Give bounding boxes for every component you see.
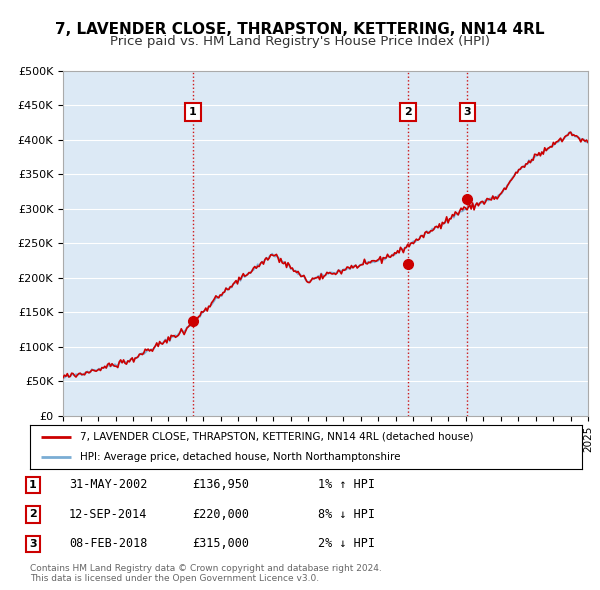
Text: Contains HM Land Registry data © Crown copyright and database right 2024.
This d: Contains HM Land Registry data © Crown c… <box>30 563 382 583</box>
Text: HPI: Average price, detached house, North Northamptonshire: HPI: Average price, detached house, Nort… <box>80 452 400 462</box>
Text: 1: 1 <box>189 107 197 117</box>
Text: £136,950: £136,950 <box>192 478 249 491</box>
Text: 08-FEB-2018: 08-FEB-2018 <box>69 537 148 550</box>
Text: 8% ↓ HPI: 8% ↓ HPI <box>318 508 375 521</box>
Text: 2: 2 <box>29 510 37 519</box>
Text: 7, LAVENDER CLOSE, THRAPSTON, KETTERING, NN14 4RL: 7, LAVENDER CLOSE, THRAPSTON, KETTERING,… <box>55 22 545 37</box>
Text: £315,000: £315,000 <box>192 537 249 550</box>
Text: 2% ↓ HPI: 2% ↓ HPI <box>318 537 375 550</box>
Text: 1% ↑ HPI: 1% ↑ HPI <box>318 478 375 491</box>
Text: 3: 3 <box>463 107 471 117</box>
Text: £220,000: £220,000 <box>192 508 249 521</box>
Text: 7, LAVENDER CLOSE, THRAPSTON, KETTERING, NN14 4RL (detached house): 7, LAVENDER CLOSE, THRAPSTON, KETTERING,… <box>80 432 473 442</box>
Text: 12-SEP-2014: 12-SEP-2014 <box>69 508 148 521</box>
Text: 1: 1 <box>29 480 37 490</box>
Text: 3: 3 <box>29 539 37 549</box>
Text: 31-MAY-2002: 31-MAY-2002 <box>69 478 148 491</box>
Text: 2: 2 <box>404 107 412 117</box>
Text: Price paid vs. HM Land Registry's House Price Index (HPI): Price paid vs. HM Land Registry's House … <box>110 35 490 48</box>
